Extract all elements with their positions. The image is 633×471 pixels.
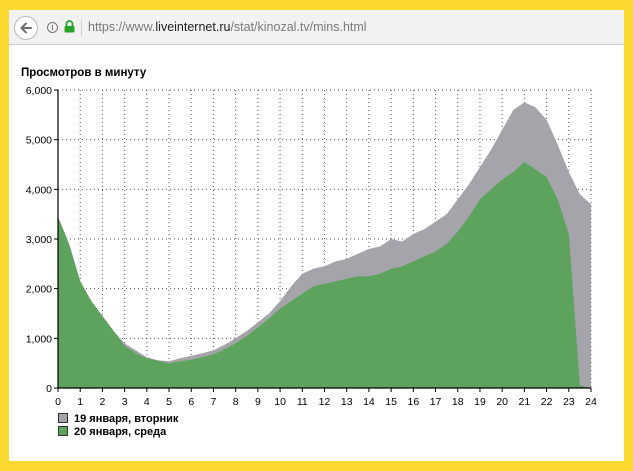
x-tick-label: 8 (233, 396, 239, 408)
area-series-wednesday (58, 162, 591, 388)
x-tick-label: 18 (452, 396, 464, 408)
lock-icon[interactable] (64, 20, 75, 33)
y-tick-label: 3,000 (26, 234, 52, 246)
x-tick-label: 23 (563, 396, 575, 408)
y-tick-label: 2,000 (26, 284, 52, 296)
x-tick-label: 24 (585, 396, 597, 408)
y-tick-label: 1,000 (26, 333, 52, 345)
legend-swatch-wednesday (58, 426, 68, 436)
legend-label-wednesday: 20 января, среда (74, 426, 167, 438)
browser-window: https://www.liveinternet.ru/stat/kinozal… (9, 10, 624, 461)
x-tick-label: 22 (541, 396, 553, 408)
x-tick-label: 1 (77, 396, 83, 408)
legend-label-tuesday: 19 января, вторник (74, 413, 179, 425)
x-tick-label: 6 (188, 396, 194, 408)
info-icon[interactable] (47, 22, 58, 33)
chart-title: Просмотров в минуту (21, 67, 147, 79)
url-prefix: https://www. (88, 20, 156, 34)
y-tick-label: 6,000 (26, 85, 52, 97)
x-tick-label: 14 (363, 396, 375, 408)
x-tick-label: 3 (122, 396, 128, 408)
x-tick-label: 19 (474, 396, 486, 408)
y-tick-label: 0 (46, 383, 52, 395)
back-arrow-icon (20, 22, 32, 34)
url-path: /stat/kinozal.tv/mins.html (230, 20, 367, 34)
legend-swatch-tuesday (58, 413, 68, 423)
x-tick-label: 15 (385, 396, 397, 408)
x-tick-label: 0 (55, 396, 61, 408)
x-tick-label: 5 (166, 396, 172, 408)
x-tick-label: 7 (211, 396, 217, 408)
x-tick-label: 17 (430, 396, 442, 408)
y-tick-label: 5,000 (26, 135, 52, 147)
legend-item-tuesday: 19 января, вторник (58, 413, 178, 426)
url-field[interactable]: https://www.liveinternet.ru/stat/kinozal… (88, 20, 367, 34)
x-tick-label: 10 (274, 396, 286, 408)
x-tick-label: 11 (297, 396, 308, 408)
back-button[interactable] (14, 16, 38, 40)
chart-legend: 19 января, вторник 20 января, среда (58, 413, 178, 439)
x-tick-label: 21 (519, 396, 531, 408)
x-tick-label: 20 (496, 396, 508, 408)
x-tick-label: 2 (99, 396, 105, 408)
x-tick-label: 16 (407, 396, 419, 408)
x-tick-label: 12 (319, 396, 331, 408)
url-host: liveinternet.ru (155, 20, 231, 34)
x-tick-label: 13 (341, 396, 353, 408)
x-tick-label: 4 (144, 396, 150, 408)
url-separator (81, 19, 82, 36)
legend-item-wednesday: 20 января, среда (58, 426, 178, 439)
x-tick-label: 9 (255, 396, 261, 408)
y-tick-label: 4,000 (26, 184, 52, 196)
address-bar: https://www.liveinternet.ru/stat/kinozal… (9, 10, 624, 45)
